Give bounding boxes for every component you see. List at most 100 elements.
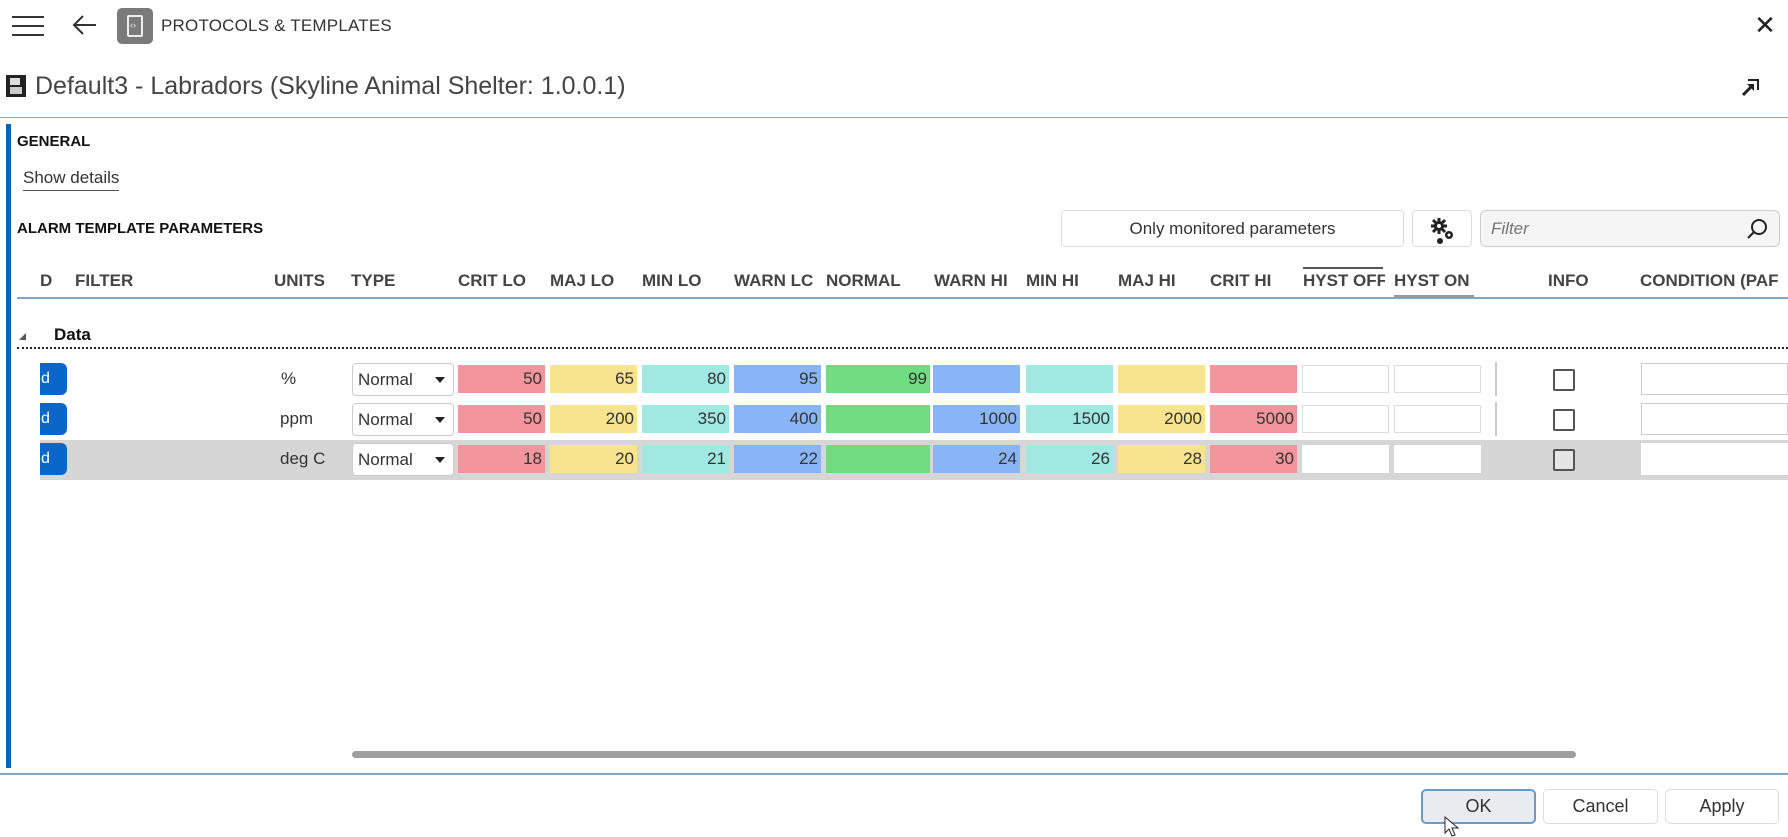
filter-input[interactable] xyxy=(1491,217,1731,241)
units-cell: ppm xyxy=(280,409,314,428)
min-lo-cell[interactable]: 80 xyxy=(642,365,729,393)
row-drag-handle[interactable]: d xyxy=(40,403,67,435)
table-row[interactable]: d ppm Normal 50 200 350 400 1000 1500 20… xyxy=(40,400,1788,440)
min-lo-cell[interactable]: 350 xyxy=(642,405,729,433)
col-header-info[interactable]: INFO xyxy=(1548,271,1589,290)
type-value: Normal xyxy=(358,450,413,469)
maj-hi-cell[interactable]: 2000 xyxy=(1118,405,1205,433)
min-hi-cell[interactable]: 1500 xyxy=(1026,405,1113,433)
column-separator xyxy=(1495,402,1497,436)
col-header-hyst-off[interactable]: HYST OFF xyxy=(1303,271,1385,290)
hyst-on-input[interactable] xyxy=(1394,405,1481,433)
group-collapse-icon[interactable] xyxy=(19,333,26,340)
units-cell: deg C xyxy=(280,449,326,468)
back-arrow-icon[interactable] xyxy=(70,10,100,40)
show-details-link[interactable]: Show details xyxy=(23,168,120,191)
table-row[interactable]: d % Normal 50 65 80 95 99 xyxy=(40,360,1788,400)
ok-button[interactable]: OK xyxy=(1421,789,1536,824)
col-header-warn-hi[interactable]: WARN HI xyxy=(934,271,1008,290)
popout-icon[interactable] xyxy=(1740,76,1762,98)
maj-hi-cell[interactable]: 28 xyxy=(1118,445,1205,473)
crit-hi-cell[interactable]: 5000 xyxy=(1210,405,1297,433)
apply-button[interactable]: Apply xyxy=(1665,789,1779,824)
row-drag-handle[interactable]: d xyxy=(40,363,67,395)
crit-lo-cell[interactable]: 50 xyxy=(458,405,545,433)
crit-hi-cell[interactable] xyxy=(1210,365,1297,393)
warn-lo-cell[interactable]: 22 xyxy=(734,445,821,473)
crit-hi-cell[interactable]: 30 xyxy=(1210,445,1297,473)
normal-cell[interactable] xyxy=(826,445,930,473)
normal-cell[interactable]: 99 xyxy=(826,365,930,393)
info-checkbox[interactable] xyxy=(1553,369,1575,391)
general-section-title: GENERAL xyxy=(17,133,91,150)
alarm-section-title: ALARM TEMPLATE PARAMETERS xyxy=(17,220,264,237)
min-lo-cell[interactable]: 21 xyxy=(642,445,729,473)
warn-lo-cell[interactable]: 400 xyxy=(734,405,821,433)
col-header-min-hi[interactable]: MIN HI xyxy=(1026,271,1079,290)
col-header-crit-lo[interactable]: CRIT LO xyxy=(458,271,526,290)
horizontal-scrollbar[interactable] xyxy=(352,751,1576,758)
min-hi-cell[interactable] xyxy=(1026,365,1113,393)
hamburger-icon[interactable] xyxy=(12,14,44,38)
header-divider xyxy=(17,297,1788,299)
hyst-off-indicator xyxy=(1303,267,1383,269)
warn-hi-cell[interactable]: 24 xyxy=(933,445,1020,473)
hyst-off-input[interactable] xyxy=(1302,365,1389,393)
maj-lo-cell[interactable]: 20 xyxy=(550,445,637,473)
info-checkbox[interactable] xyxy=(1553,409,1575,431)
alarm-section-bar xyxy=(6,210,11,768)
type-value: Normal xyxy=(358,370,413,389)
type-dropdown[interactable]: Normal xyxy=(352,443,454,476)
table-row-selected[interactable]: d deg C Normal 18 20 21 22 24 26 28 30 xyxy=(40,440,1788,480)
col-header-crit-hi[interactable]: CRIT HI xyxy=(1210,271,1272,290)
window-title-bar: Default3 - Labradors (Skyline Animal She… xyxy=(0,64,1788,118)
window-title: Default3 - Labradors (Skyline Animal She… xyxy=(35,72,626,100)
warn-hi-cell[interactable] xyxy=(933,365,1020,393)
col-header-normal[interactable]: NORMAL xyxy=(826,271,901,290)
close-icon[interactable]: ✕ xyxy=(1754,10,1776,40)
col-header-filter[interactable]: FILTER xyxy=(75,271,134,290)
maj-hi-cell[interactable] xyxy=(1118,365,1205,393)
settings-button[interactable] xyxy=(1412,210,1472,247)
normal-cell[interactable] xyxy=(826,405,930,433)
chevron-down-icon xyxy=(435,457,445,463)
col-header-d[interactable]: D xyxy=(40,271,53,290)
condition-input[interactable] xyxy=(1641,443,1788,475)
units-cell: % xyxy=(281,369,297,388)
hyst-on-input[interactable] xyxy=(1394,445,1481,473)
only-monitored-parameters-button[interactable]: Only monitored parameters xyxy=(1061,210,1404,247)
row-drag-handle[interactable]: d xyxy=(40,443,67,475)
cancel-button[interactable]: Cancel xyxy=(1543,789,1658,824)
min-hi-cell[interactable]: 26 xyxy=(1026,445,1113,473)
col-header-units[interactable]: UNITS xyxy=(274,271,325,290)
mouse-cursor-icon xyxy=(1444,816,1460,837)
col-header-warn-lo[interactable]: WARN LC xyxy=(734,271,814,290)
col-header-maj-hi[interactable]: MAJ HI xyxy=(1118,271,1176,290)
warn-lo-cell[interactable]: 95 xyxy=(734,365,821,393)
footer-divider xyxy=(0,773,1788,775)
column-separator xyxy=(1495,362,1497,396)
col-header-hyst-on[interactable]: HYST ON xyxy=(1394,271,1470,290)
app-title: PROTOCOLS & TEMPLATES xyxy=(161,16,392,35)
col-header-maj-lo[interactable]: MAJ LO xyxy=(550,271,615,290)
col-header-condition[interactable]: CONDITION (PAF xyxy=(1640,271,1779,290)
hyst-on-indicator xyxy=(1394,295,1474,297)
crit-lo-cell[interactable]: 50 xyxy=(458,365,545,393)
crit-lo-cell[interactable]: 18 xyxy=(458,445,545,473)
col-header-type[interactable]: TYPE xyxy=(351,271,396,290)
maj-lo-cell[interactable]: 200 xyxy=(550,405,637,433)
search-icon[interactable] xyxy=(1745,217,1769,241)
warn-hi-cell[interactable]: 1000 xyxy=(933,405,1020,433)
condition-input[interactable] xyxy=(1641,403,1788,435)
type-dropdown[interactable]: Normal xyxy=(352,403,454,436)
maj-lo-cell[interactable]: 65 xyxy=(550,365,637,393)
type-dropdown[interactable]: Normal xyxy=(352,363,454,396)
col-header-min-lo[interactable]: MIN LO xyxy=(642,271,702,290)
hyst-off-input[interactable] xyxy=(1302,405,1389,433)
group-label: Data xyxy=(54,325,91,344)
hyst-on-input[interactable] xyxy=(1394,365,1481,393)
template-document-icon xyxy=(117,8,153,44)
condition-input[interactable] xyxy=(1641,363,1788,395)
hyst-off-input[interactable] xyxy=(1302,445,1389,473)
info-checkbox[interactable] xyxy=(1553,449,1575,471)
